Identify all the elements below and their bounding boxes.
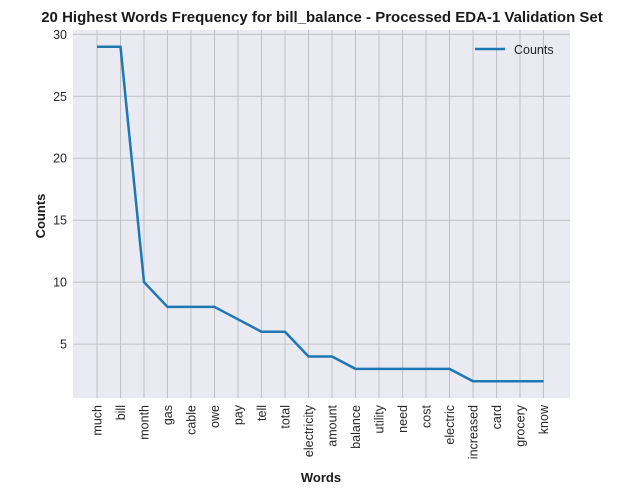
y-tick-label: 15 [53,214,67,228]
chart-title: 20 Highest Words Frequency for bill_bala… [41,9,603,26]
y-tick-label: 5 [60,338,67,352]
x-tick-label: grocery [514,404,528,446]
x-tick-label: pay [232,404,246,425]
x-tick-label: much [91,405,105,436]
y-tick-label: 25 [53,90,67,104]
x-tick-label: month [138,405,152,440]
x-tick-label: amount [326,404,340,446]
grid-lines [73,30,570,398]
x-tick-label: know [537,404,551,434]
x-tick-label: owe [208,405,222,428]
x-tick-label: cost [420,404,434,427]
x-tick-label: utility [373,404,387,433]
x-tick-label: need [396,405,410,433]
plot-area [73,30,570,398]
x-tick-label: increased [467,405,481,459]
y-axis-label: Counts [33,194,48,239]
legend: Counts [475,43,554,57]
x-tick-label: balance [349,405,363,449]
x-tick-label: cable [185,405,199,435]
series-layer [96,45,544,383]
x-tick-label: card [490,405,504,429]
series-line [97,45,544,383]
x-tick-label: tell [255,405,269,421]
y-tick-label: 30 [53,28,67,42]
x-tick-label: bill [114,405,128,420]
y-tick-label: 10 [53,276,67,290]
x-tick-label: total [279,405,293,429]
legend-label: Counts [514,43,554,57]
y-tick-labels: 5 10 15 20 25 30 [53,28,67,352]
x-tick-label: electric [443,405,457,445]
x-axis-label: Words [301,470,341,485]
x-tick-label: gas [161,405,175,425]
y-tick-label: 20 [53,152,67,166]
x-tick-labels: much bill month gas cable owe pay tell total elec… [91,404,552,459]
x-tick-label: electricity [302,404,316,457]
